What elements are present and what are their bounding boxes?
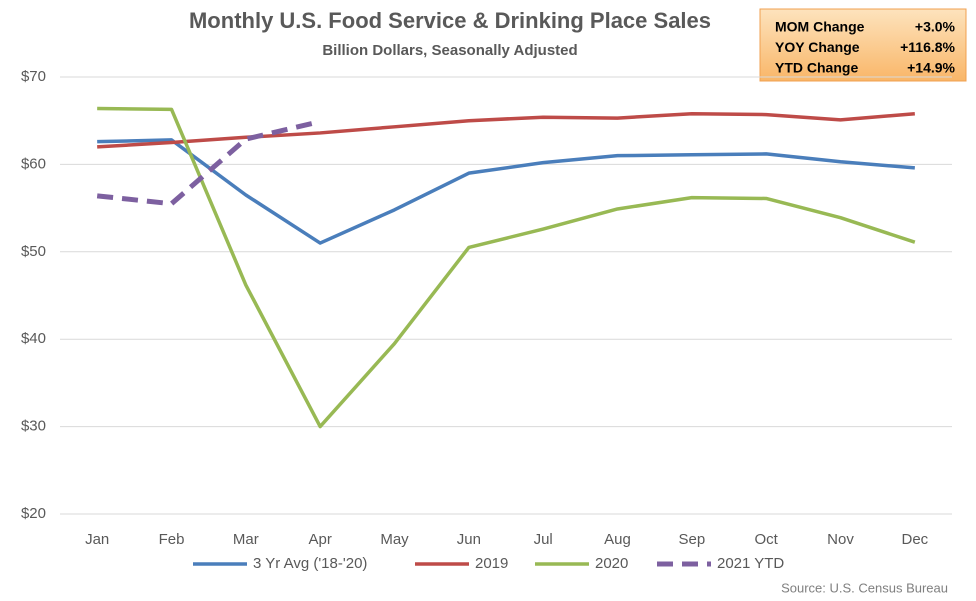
legend-label: 2021 YTD [717, 555, 784, 572]
info-label: YOY Change [775, 39, 860, 55]
y-tick-label: $60 [21, 155, 46, 172]
x-tick-label: Apr [308, 531, 331, 548]
y-tick-label: $70 [21, 68, 46, 85]
chart-subtitle: Billion Dollars, Seasonally Adjusted [322, 42, 577, 59]
x-tick-label: Jan [85, 531, 109, 548]
legend-label: 3 Yr Avg ('18-'20) [253, 555, 367, 572]
info-value: +3.0% [915, 19, 956, 35]
info-value: +14.9% [907, 60, 955, 76]
chart-title: Monthly U.S. Food Service & Drinking Pla… [189, 8, 711, 33]
source: Source: U.S. Census Bureau [781, 580, 948, 595]
series-line [97, 138, 915, 245]
series-line [97, 111, 915, 149]
y-tick-label: $40 [21, 330, 46, 347]
x-tick-label: Mar [233, 531, 259, 548]
info-label: MOM Change [775, 19, 865, 35]
x-tick-label: Nov [827, 531, 854, 548]
info-value: +116.8% [900, 39, 955, 55]
legend-label: 2020 [595, 555, 628, 572]
x-tick-label: May [380, 531, 409, 548]
x-tick-label: Dec [901, 531, 928, 548]
x-tick-label: Aug [604, 531, 631, 548]
x-tick-label: Oct [754, 531, 778, 548]
series-line [96, 119, 321, 207]
y-tick-label: $20 [21, 505, 46, 522]
y-tick-label: $50 [21, 243, 46, 260]
series-line [97, 106, 916, 429]
x-tick-label: Feb [159, 531, 185, 548]
info-label: YTD Change [775, 60, 858, 76]
info-box [759, 8, 967, 82]
legend-label: 2019 [475, 555, 508, 572]
x-tick-label: Jun [457, 531, 481, 548]
y-tick-label: $30 [21, 418, 46, 435]
x-tick-label: Sep [678, 531, 705, 548]
x-tick-label: Jul [534, 531, 553, 548]
